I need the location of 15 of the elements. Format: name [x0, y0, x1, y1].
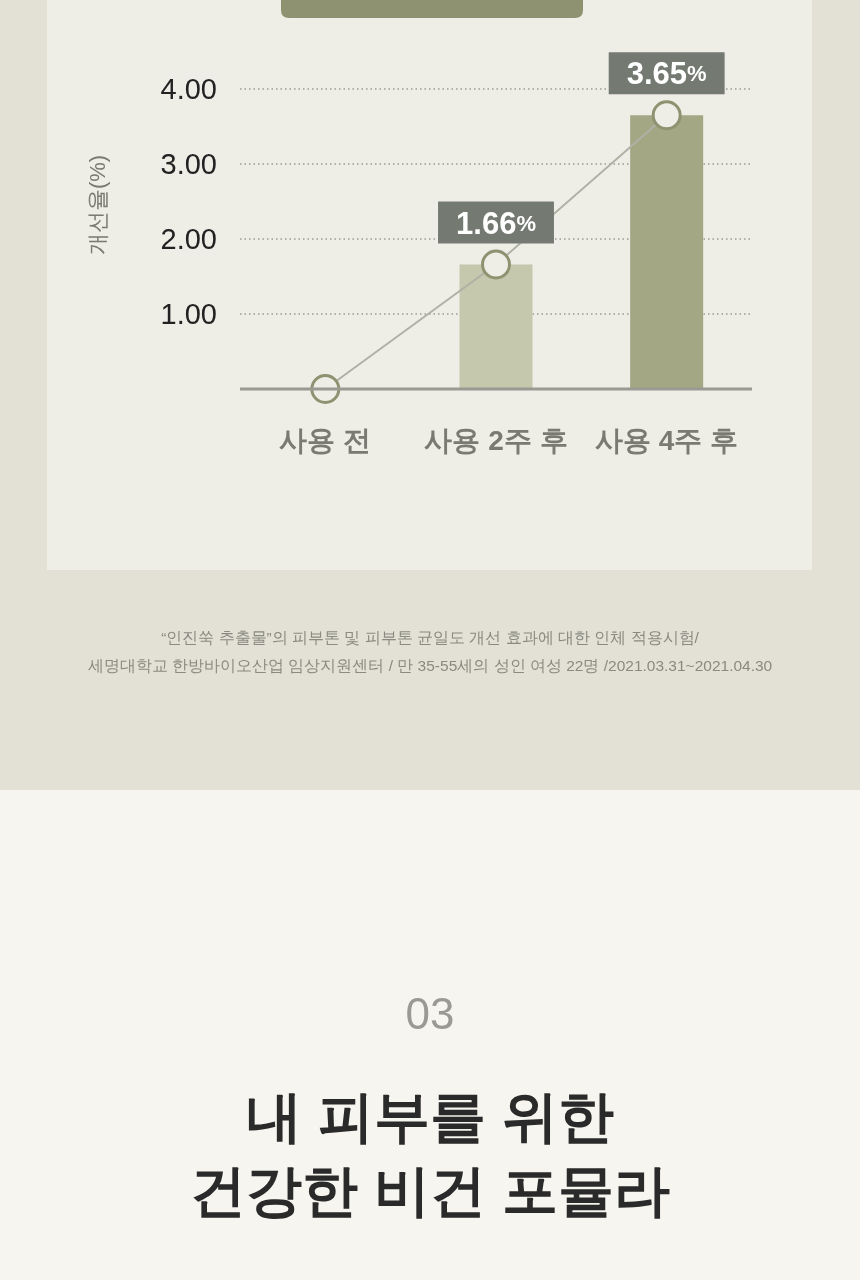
y-tick-label: 2.00	[160, 223, 217, 255]
y-tick-label: 1.00	[160, 298, 217, 330]
x-tick-label: 사용 4주 후	[595, 424, 739, 456]
data-label: 3.65%	[626, 55, 707, 91]
text: “인진쑥 추출물”의 피부톤 및 피부톤 균일도 개선 효과에 대한 인체 적용시험/	[161, 628, 700, 646]
x-tick-label: 사용 전	[279, 424, 372, 456]
x-tick-label: 사용 2주 후	[424, 424, 568, 456]
y-tick-label: 3.00	[160, 148, 217, 180]
data-label: 1.66%	[456, 205, 536, 240]
text: 내 피부를 위한	[246, 1084, 614, 1148]
text: 건강한 비건 포뮬라	[190, 1158, 670, 1222]
y-tick-label: 4.00	[160, 73, 217, 105]
text: 세명대학교 한방바이오산업 임상지원센터 / 만 35-55세의 성인 여성 22명 /2021.03.31~2021.04.30	[87, 656, 773, 674]
text: 03	[405, 988, 455, 1038]
y-axis-title: 개선율(%)	[84, 154, 110, 256]
